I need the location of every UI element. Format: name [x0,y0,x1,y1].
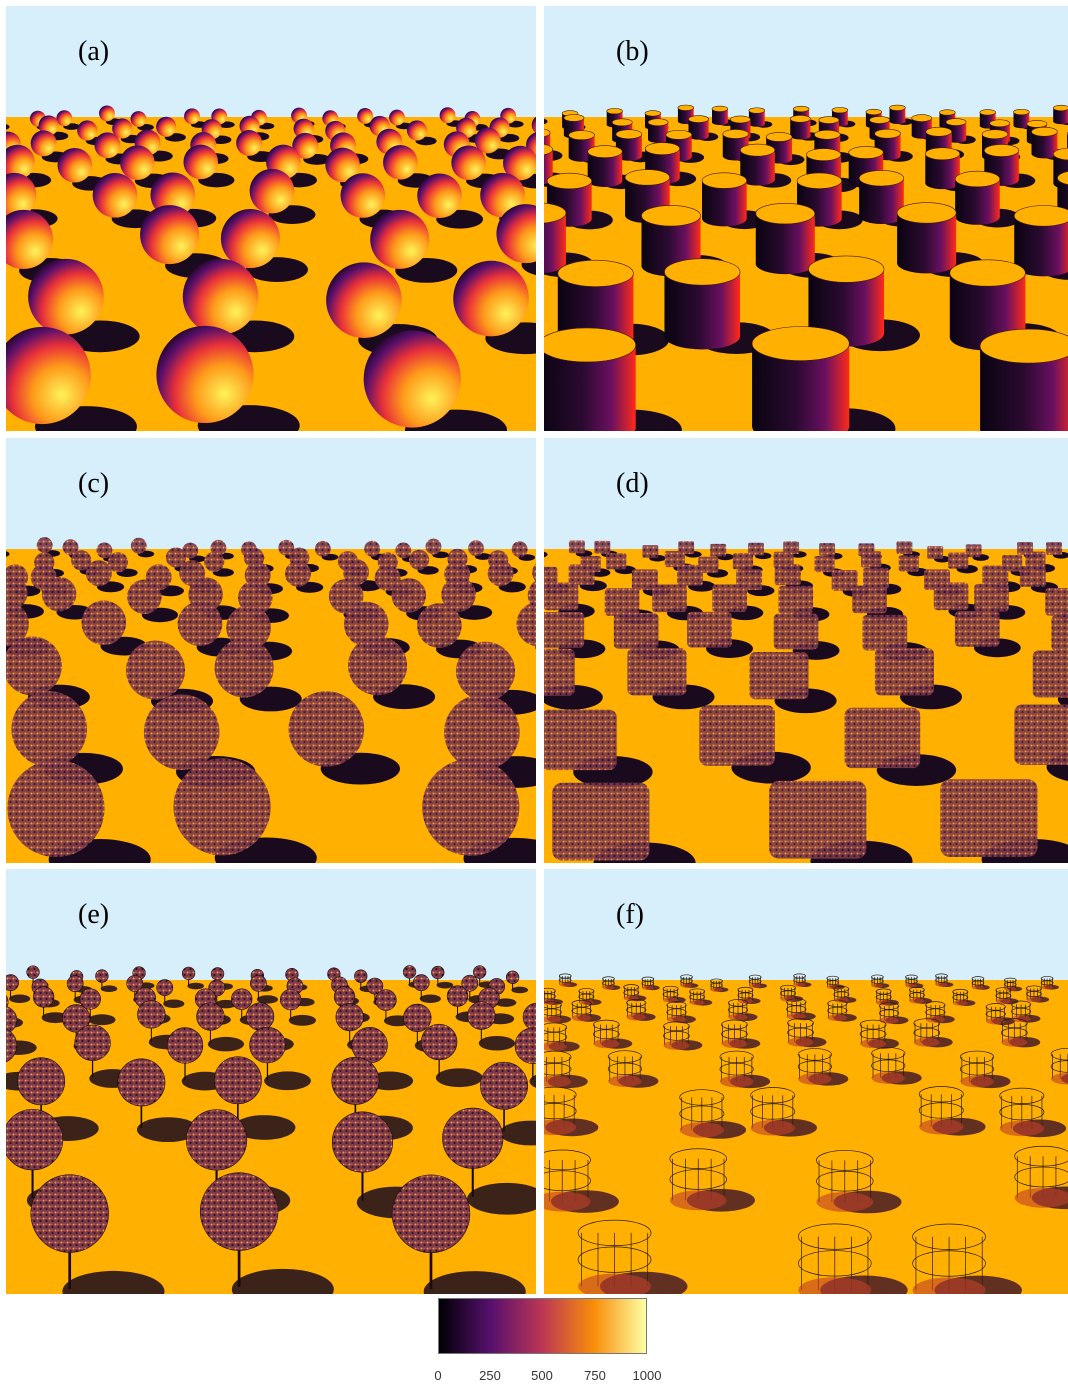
panel-label-b: (b) [616,36,649,67]
colorbar [438,1298,647,1354]
panel-c: (c) [6,438,536,863]
panel-label-f: (f) [616,899,644,930]
colorbar-gradient [438,1298,647,1354]
panel-label-e: (e) [78,899,110,930]
panel-f-scene [544,869,1068,1294]
panel-b-scene [544,6,1068,431]
colorbar-tick: 1000 [632,1368,662,1383]
panel-label-a: (a) [78,36,110,67]
panel-label-c: (c) [78,468,110,499]
panel-d-scene [544,438,1068,863]
panel-e: (e) [6,869,536,1294]
panel-c-scene [6,438,536,863]
colorbar-tick: 250 [479,1368,501,1383]
colorbar-tick: 750 [584,1368,606,1383]
panel-a-scene [6,6,536,431]
panel-e-scene [6,869,536,1294]
panel-a: (a) [6,6,536,431]
panel-f: (f) [544,869,1068,1294]
colorbar-tick: 0 [434,1368,442,1383]
panel-label-d: (d) [616,468,649,499]
panel-b: (b) [544,6,1068,431]
colorbar-tick: 500 [531,1368,553,1383]
panel-d: (d) [544,438,1068,863]
